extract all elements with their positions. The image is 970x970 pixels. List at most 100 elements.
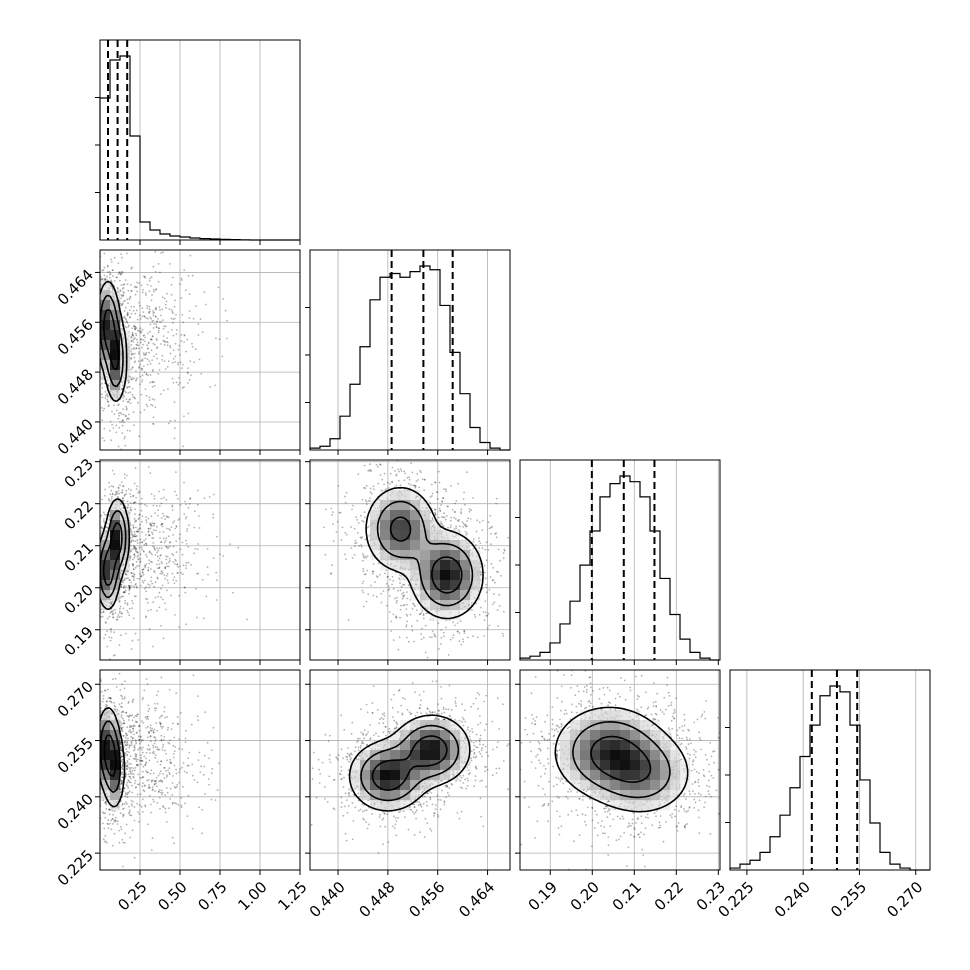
sample-point: [126, 726, 129, 729]
sample-point: [158, 547, 161, 549]
sample-point: [464, 524, 466, 527]
sample-point: [175, 333, 178, 335]
sample-point: [134, 328, 136, 330]
y-tick-label: 0.20: [61, 581, 97, 617]
sample-point: [133, 556, 136, 559]
sample-point: [438, 481, 441, 484]
sample-point: [128, 589, 131, 592]
sample-point: [215, 337, 217, 340]
sample-point: [420, 471, 422, 473]
sample-point: [405, 624, 408, 626]
sample-point: [130, 528, 132, 531]
y-tick-label: 0.456: [54, 316, 97, 359]
sample-point: [390, 620, 393, 623]
histogram-0: [99, 55, 300, 241]
sample-point: [120, 694, 122, 697]
sample-point: [165, 821, 168, 823]
sample-point: [193, 552, 196, 555]
sample-point: [148, 749, 151, 751]
sample-point: [384, 572, 386, 575]
sample-point: [367, 499, 370, 502]
sample-point: [163, 360, 166, 362]
sample-point: [110, 610, 113, 613]
sample-point: [114, 816, 117, 819]
sample-point: [149, 803, 152, 806]
sample-point: [171, 782, 174, 784]
sample-point: [485, 559, 488, 562]
sample-point: [145, 717, 148, 720]
sample-point: [188, 751, 191, 754]
sample-point: [153, 495, 156, 497]
sample-point: [152, 798, 154, 801]
sample-point: [159, 808, 161, 810]
sample-point: [151, 727, 154, 730]
sample-point: [122, 815, 124, 818]
sample-point: [144, 764, 147, 767]
sample-point: [101, 700, 104, 703]
sample-point: [111, 269, 114, 272]
sample-point: [145, 727, 148, 729]
sample-point: [156, 760, 159, 763]
sample-point: [118, 600, 121, 603]
sample-point: [151, 522, 154, 524]
sample-point: [137, 551, 139, 554]
sample-point: [163, 541, 166, 544]
sample-point: [128, 726, 131, 729]
sample-point: [122, 286, 125, 289]
sample-point: [170, 728, 173, 731]
sample-point: [134, 779, 137, 782]
sample-point: [160, 497, 163, 500]
density-cell: [110, 320, 121, 331]
sample-point: [169, 420, 172, 422]
sample-point: [128, 780, 130, 782]
sample-point: [171, 361, 174, 364]
sample-point: [159, 770, 162, 773]
sample-point: [120, 583, 123, 586]
sample-point: [172, 321, 174, 324]
sample-point: [121, 288, 124, 290]
sample-point: [434, 481, 436, 483]
sample-point: [172, 276, 174, 279]
sample-point: [147, 569, 150, 572]
sample-point: [110, 601, 113, 604]
sample-point: [123, 310, 126, 312]
sample-point: [122, 294, 125, 296]
sample-point: [462, 638, 464, 641]
sample-point: [108, 636, 111, 639]
sample-point: [160, 789, 163, 792]
sample-point: [151, 537, 153, 539]
sample-point: [148, 551, 150, 554]
sample-point: [372, 563, 375, 565]
sample-point: [164, 807, 167, 810]
sample-point: [156, 802, 159, 804]
sample-point: [181, 541, 184, 544]
sample-point: [149, 527, 152, 530]
sample-point: [106, 822, 109, 825]
sample-point: [101, 690, 103, 693]
sample-point: [139, 304, 141, 307]
sample-point: [115, 686, 118, 688]
sample-point: [132, 563, 134, 566]
sample-point: [166, 555, 169, 558]
sample-point: [182, 762, 185, 764]
sample-point: [126, 740, 129, 743]
sample-point: [140, 805, 143, 808]
sample-point: [112, 612, 114, 615]
sample-point: [154, 512, 156, 515]
sample-point: [377, 482, 380, 485]
sample-point: [141, 515, 144, 518]
sample-point: [117, 417, 120, 420]
sample-point: [125, 321, 128, 323]
sample-point: [158, 780, 161, 783]
sample-point: [387, 589, 390, 592]
sample-point: [168, 528, 170, 530]
sample-point: [110, 280, 113, 283]
sample-point: [495, 570, 498, 573]
sample-point: [143, 587, 146, 590]
sample-point: [138, 564, 140, 567]
sample-point: [130, 509, 133, 512]
sample-point: [133, 377, 135, 380]
sample-point: [149, 362, 152, 365]
sample-point: [121, 424, 124, 427]
sample-point: [127, 611, 129, 614]
